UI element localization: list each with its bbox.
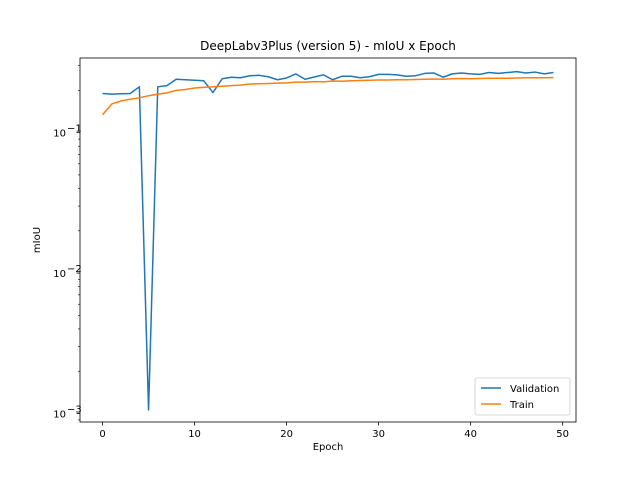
y-axis-label: mIoU	[32, 227, 43, 253]
y-tick-exponent: −1	[67, 124, 82, 135]
y-tick-exponent: −2	[67, 264, 82, 275]
y-axis: 10−310−210−1	[53, 65, 82, 421]
series-line-train	[101, 76, 554, 116]
y-tick-label: 10	[53, 410, 66, 421]
y-tick-label: 10	[53, 269, 66, 280]
chart-title: DeepLabv3Plus (version 5) - mIoU x Epoch	[200, 39, 456, 53]
series-lines	[101, 70, 554, 411]
x-tick-label: 30	[372, 429, 385, 440]
legend-label-validation: Validation	[510, 384, 559, 395]
plot-frame	[79, 57, 577, 423]
y-tick-exponent: −3	[67, 405, 82, 416]
x-tick-label: 0	[99, 429, 105, 440]
legend: Validation Train	[474, 377, 571, 416]
legend-label-train: Train	[509, 400, 534, 411]
x-tick-label: 40	[464, 429, 477, 440]
x-tick-label: 20	[280, 429, 293, 440]
x-tick-label: 50	[556, 429, 569, 440]
x-tick-label: 10	[188, 429, 201, 440]
y-tick-label: 10	[53, 129, 66, 140]
series-line-validation	[102, 70, 554, 411]
x-axis: 0 10 20 30 40 50	[99, 422, 569, 440]
x-axis-label: Epoch	[313, 442, 344, 453]
